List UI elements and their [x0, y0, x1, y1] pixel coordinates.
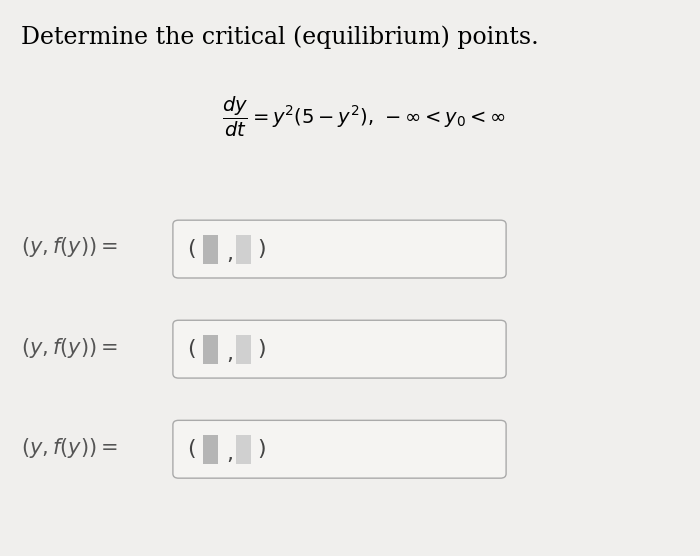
Text: (: (	[187, 239, 195, 259]
Text: $\dfrac{dy}{dt} = y^{2}(5 - y^{2}),\,-\infty < y_0 < \infty$: $\dfrac{dy}{dt} = y^{2}(5 - y^{2}),\,-\i…	[223, 95, 505, 139]
Text: (: (	[187, 339, 195, 359]
FancyBboxPatch shape	[173, 420, 506, 478]
FancyBboxPatch shape	[203, 235, 218, 264]
Text: ): )	[257, 339, 265, 359]
Text: ): )	[257, 239, 265, 259]
FancyBboxPatch shape	[236, 235, 251, 264]
FancyBboxPatch shape	[173, 320, 506, 378]
Text: Determine the critical (equilibrium) points.: Determine the critical (equilibrium) poi…	[21, 25, 539, 48]
Text: ,: ,	[226, 444, 233, 464]
Text: $(y, f(y)) =$: $(y, f(y)) =$	[21, 335, 118, 360]
Text: ,: ,	[226, 244, 233, 264]
FancyBboxPatch shape	[236, 335, 251, 364]
Text: $(y, f(y)) =$: $(y, f(y)) =$	[21, 235, 118, 260]
FancyBboxPatch shape	[236, 435, 251, 464]
Text: (: (	[187, 439, 195, 459]
Text: ): )	[257, 439, 265, 459]
FancyBboxPatch shape	[203, 435, 218, 464]
Text: ,: ,	[226, 344, 233, 364]
FancyBboxPatch shape	[203, 335, 218, 364]
Text: $(y, f(y)) =$: $(y, f(y)) =$	[21, 435, 118, 460]
FancyBboxPatch shape	[173, 220, 506, 278]
